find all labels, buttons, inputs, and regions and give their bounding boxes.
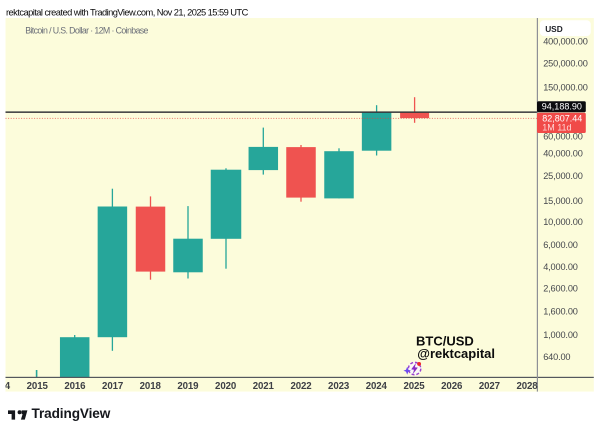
svg-text:250,000.00: 250,000.00 <box>543 59 588 69</box>
svg-text:150,000.00: 150,000.00 <box>543 82 588 92</box>
svg-text:Bitcoin / U.S. Dollar · 12M ·: Bitcoin / U.S. Dollar · 12M · Coinbase <box>25 26 148 36</box>
svg-text:2016: 2016 <box>64 381 86 392</box>
svg-text:640.00: 640.00 <box>543 352 570 362</box>
svg-text:1,600.00: 1,600.00 <box>543 307 578 317</box>
svg-text:4,000.00: 4,000.00 <box>543 262 578 272</box>
svg-text:94,188.90: 94,188.90 <box>542 102 582 112</box>
svg-text:2022: 2022 <box>290 381 311 392</box>
svg-text:2026: 2026 <box>441 381 463 392</box>
svg-text:400,000.00: 400,000.00 <box>543 36 588 46</box>
svg-text:2017: 2017 <box>102 381 123 392</box>
svg-text:2,600.00: 2,600.00 <box>543 283 578 293</box>
svg-text:2025: 2025 <box>403 381 425 392</box>
svg-text:USD: USD <box>545 24 563 34</box>
svg-text:2028: 2028 <box>516 381 538 392</box>
svg-text:2020: 2020 <box>215 381 236 392</box>
svg-text:2015: 2015 <box>27 381 49 392</box>
svg-text:2021: 2021 <box>253 381 275 392</box>
svg-text:10,000.00: 10,000.00 <box>543 217 583 227</box>
svg-text:15,000.00: 15,000.00 <box>543 196 583 206</box>
svg-text:82,807.44: 82,807.44 <box>542 114 582 124</box>
svg-text:BTC/USD: BTC/USD <box>416 333 474 348</box>
svg-text:40,000.00: 40,000.00 <box>543 149 583 159</box>
svg-text:2024: 2024 <box>366 381 388 392</box>
svg-text:TradingView: TradingView <box>32 406 111 421</box>
svg-text:2018: 2018 <box>140 381 162 392</box>
svg-text:2019: 2019 <box>177 381 199 392</box>
svg-text:2027: 2027 <box>479 381 500 392</box>
svg-text:25,000.00: 25,000.00 <box>543 171 583 181</box>
svg-text:6,000.00: 6,000.00 <box>543 240 578 250</box>
svg-text:1M 11d: 1M 11d <box>542 123 571 133</box>
svg-text:2023: 2023 <box>328 381 350 392</box>
svg-text:1,000.00: 1,000.00 <box>543 330 578 340</box>
svg-text:@rektcapital: @rektcapital <box>417 346 495 361</box>
svg-text:rektcapital created with Tradi: rektcapital created with TradingView.com… <box>6 7 249 17</box>
svg-text:60,000.00: 60,000.00 <box>543 131 583 141</box>
